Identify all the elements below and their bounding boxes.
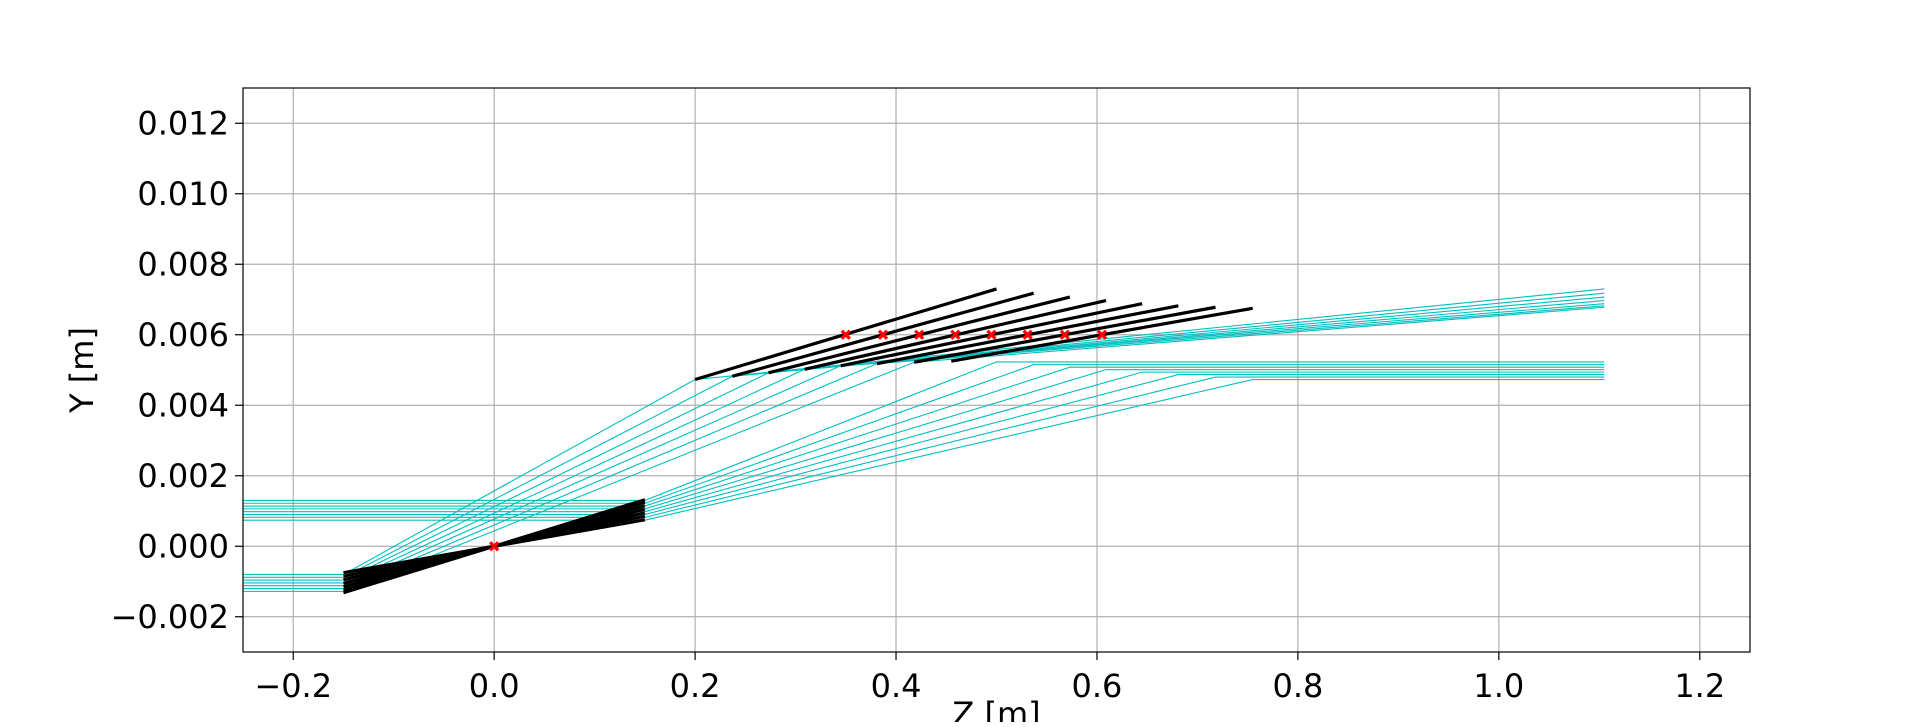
ray-path bbox=[243, 303, 1605, 587]
ray-path bbox=[243, 305, 1605, 590]
mirror-center-marker bbox=[877, 329, 889, 340]
ray-path bbox=[243, 374, 1605, 516]
mirror-center-marker bbox=[986, 329, 997, 340]
marker-stroke bbox=[1022, 329, 1033, 340]
y-tick-label: 0.008 bbox=[137, 245, 229, 283]
mirror-center-marker bbox=[840, 329, 851, 340]
ray-path bbox=[243, 361, 1605, 501]
y-tick-label: 0.002 bbox=[137, 457, 229, 495]
x-axis-ticks: −0.2 0.0 0.2 0.4 0.6 0.8 1.0 1.2 bbox=[254, 652, 1725, 705]
ray-path bbox=[243, 296, 1605, 581]
ray-path bbox=[243, 364, 1605, 504]
y-tick-label: −0.002 bbox=[111, 598, 229, 636]
mirror-center-marker bbox=[1022, 329, 1033, 340]
ray-path bbox=[243, 378, 1605, 521]
plot-area bbox=[243, 287, 1605, 595]
ray-path bbox=[243, 300, 1605, 584]
mirror-center-marker bbox=[1059, 329, 1070, 340]
marker-stroke bbox=[1096, 329, 1108, 340]
ray-path bbox=[243, 366, 1605, 507]
grid bbox=[243, 88, 1750, 652]
pivot-point-marker bbox=[489, 541, 500, 552]
marker-stroke bbox=[489, 541, 500, 552]
y-tick-label: 0.000 bbox=[137, 527, 229, 565]
y-tick-label: 0.012 bbox=[137, 104, 229, 142]
ray-path bbox=[243, 292, 1605, 578]
marker-stroke bbox=[950, 329, 961, 340]
marker-stroke bbox=[914, 329, 925, 340]
y-tick-label: 0.006 bbox=[137, 316, 229, 354]
marker-stroke bbox=[877, 329, 889, 340]
x-tick-label: 0.4 bbox=[871, 667, 922, 705]
rays bbox=[243, 288, 1605, 592]
x-tick-label: 0.0 bbox=[469, 667, 520, 705]
mirror-center-marker bbox=[1096, 329, 1108, 340]
ray-path bbox=[243, 288, 1605, 576]
x-tick-label: 0.8 bbox=[1272, 667, 1323, 705]
x-tick-label: −0.2 bbox=[254, 667, 332, 705]
ray-path bbox=[243, 371, 1605, 513]
x-tick-label: 0.6 bbox=[1072, 667, 1123, 705]
ray-path bbox=[243, 369, 1605, 510]
y-axis-label: Y [m] bbox=[63, 327, 101, 414]
marker-stroke bbox=[1059, 329, 1070, 340]
x-tick-label: 0.2 bbox=[670, 667, 721, 705]
mirror-center-marker bbox=[950, 329, 961, 340]
ray-path bbox=[243, 376, 1605, 518]
y-tick-label: 0.004 bbox=[137, 386, 229, 424]
x-tick-label: 1.0 bbox=[1473, 667, 1524, 705]
x-tick-label: 1.2 bbox=[1674, 667, 1725, 705]
marker-stroke bbox=[840, 329, 851, 340]
y-tick-label: 0.010 bbox=[137, 175, 229, 213]
axes-frame bbox=[242, 87, 1751, 653]
ray-path bbox=[243, 306, 1605, 592]
x-axis-label: Z [m] bbox=[952, 695, 1040, 722]
mirror-center-marker bbox=[914, 329, 925, 340]
marker-stroke bbox=[986, 329, 997, 340]
y-axis-ticks: −0.002 0.000 0.002 0.004 0.006 0.008 0.010 0.01… bbox=[111, 104, 243, 636]
mirror-centers bbox=[489, 329, 1108, 552]
